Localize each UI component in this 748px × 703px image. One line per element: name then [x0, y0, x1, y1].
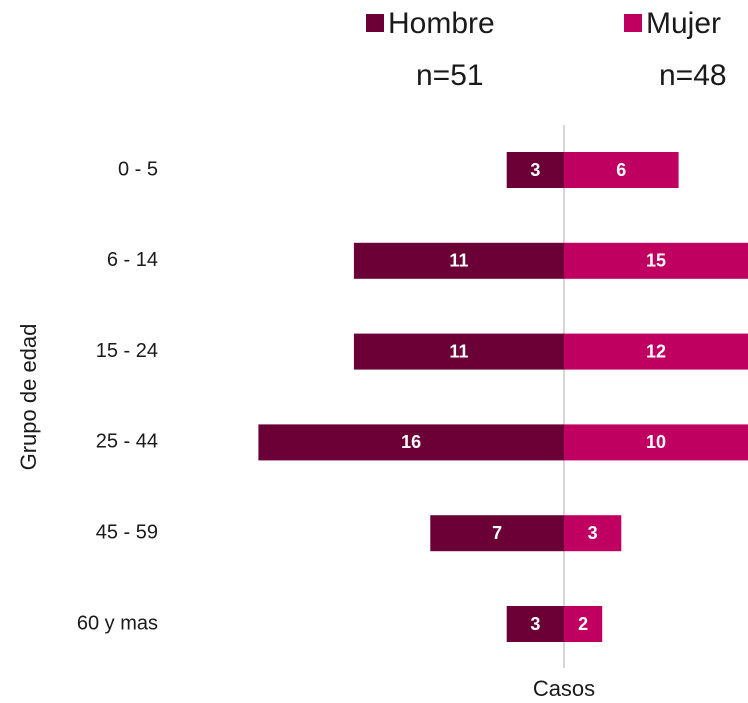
data-label: 6 [616, 160, 626, 180]
bar [564, 242, 748, 279]
legend-n: n=51 [416, 59, 484, 92]
legend-label: Hombre [388, 7, 495, 40]
bar [564, 606, 603, 642]
data-label: 2 [578, 614, 588, 634]
bar [353, 242, 564, 279]
x-axis-label: Casos [533, 676, 595, 701]
data-label: 7 [492, 523, 502, 543]
bar [564, 515, 622, 552]
data-label: 11 [449, 341, 468, 361]
legend-label: Mujer [646, 7, 721, 40]
category-label: 15 - 24 [96, 340, 158, 362]
bar [353, 333, 564, 370]
legend-swatch [624, 14, 642, 32]
y-axis-label: Grupo de edad [16, 324, 41, 471]
bar [506, 152, 564, 188]
category-label: 6 - 14 [107, 249, 158, 271]
data-label: 10 [646, 432, 666, 452]
data-label: 3 [530, 614, 540, 634]
bar [564, 333, 748, 370]
bar [430, 515, 564, 552]
bar [564, 152, 679, 188]
category-label: 45 - 59 [96, 521, 158, 543]
legend-n: n=48 [659, 59, 727, 92]
bar [506, 606, 564, 642]
data-label: 16 [401, 432, 421, 452]
legend-swatch [366, 14, 384, 32]
data-label: 12 [646, 341, 666, 361]
data-label: 3 [530, 160, 540, 180]
category-label: 25 - 44 [96, 431, 158, 453]
data-label: 15 [646, 251, 666, 271]
category-label: 0 - 5 [118, 158, 158, 180]
category-label: 60 y mas [77, 612, 158, 634]
data-label: 3 [588, 523, 598, 543]
bar [258, 424, 564, 461]
bar [564, 424, 748, 461]
data-label: 11 [449, 251, 468, 271]
